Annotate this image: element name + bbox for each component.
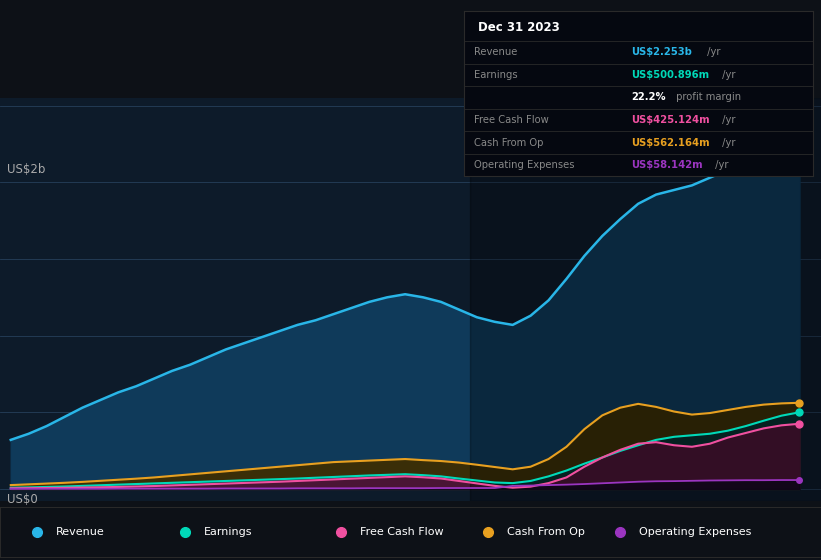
Text: US$0: US$0: [7, 493, 37, 506]
Text: Revenue: Revenue: [475, 47, 518, 57]
Text: Operating Expenses: Operating Expenses: [639, 527, 751, 537]
Text: Free Cash Flow: Free Cash Flow: [475, 115, 549, 125]
Text: Operating Expenses: Operating Expenses: [475, 160, 575, 170]
Text: Revenue: Revenue: [56, 527, 104, 537]
Text: US$2.253b: US$2.253b: [631, 47, 692, 57]
Text: Earnings: Earnings: [475, 70, 518, 80]
Text: 22.2%: 22.2%: [631, 92, 666, 102]
Text: Dec 31 2023: Dec 31 2023: [478, 21, 560, 34]
Bar: [470, 98, 821, 501]
Text: US$500.896m: US$500.896m: [631, 70, 709, 80]
Text: Cash From Op: Cash From Op: [475, 138, 544, 147]
Text: /yr: /yr: [704, 47, 720, 57]
Text: Earnings: Earnings: [204, 527, 252, 537]
Text: /yr: /yr: [719, 138, 736, 147]
Text: Free Cash Flow: Free Cash Flow: [360, 527, 443, 537]
Text: /yr: /yr: [719, 115, 736, 125]
Text: Cash From Op: Cash From Op: [507, 527, 585, 537]
Text: /yr: /yr: [719, 70, 736, 80]
Text: US$2b: US$2b: [7, 164, 45, 176]
Text: profit margin: profit margin: [673, 92, 741, 102]
Text: /yr: /yr: [712, 160, 728, 170]
Text: US$425.124m: US$425.124m: [631, 115, 710, 125]
Text: US$58.142m: US$58.142m: [631, 160, 703, 170]
Text: US$562.164m: US$562.164m: [631, 138, 710, 147]
